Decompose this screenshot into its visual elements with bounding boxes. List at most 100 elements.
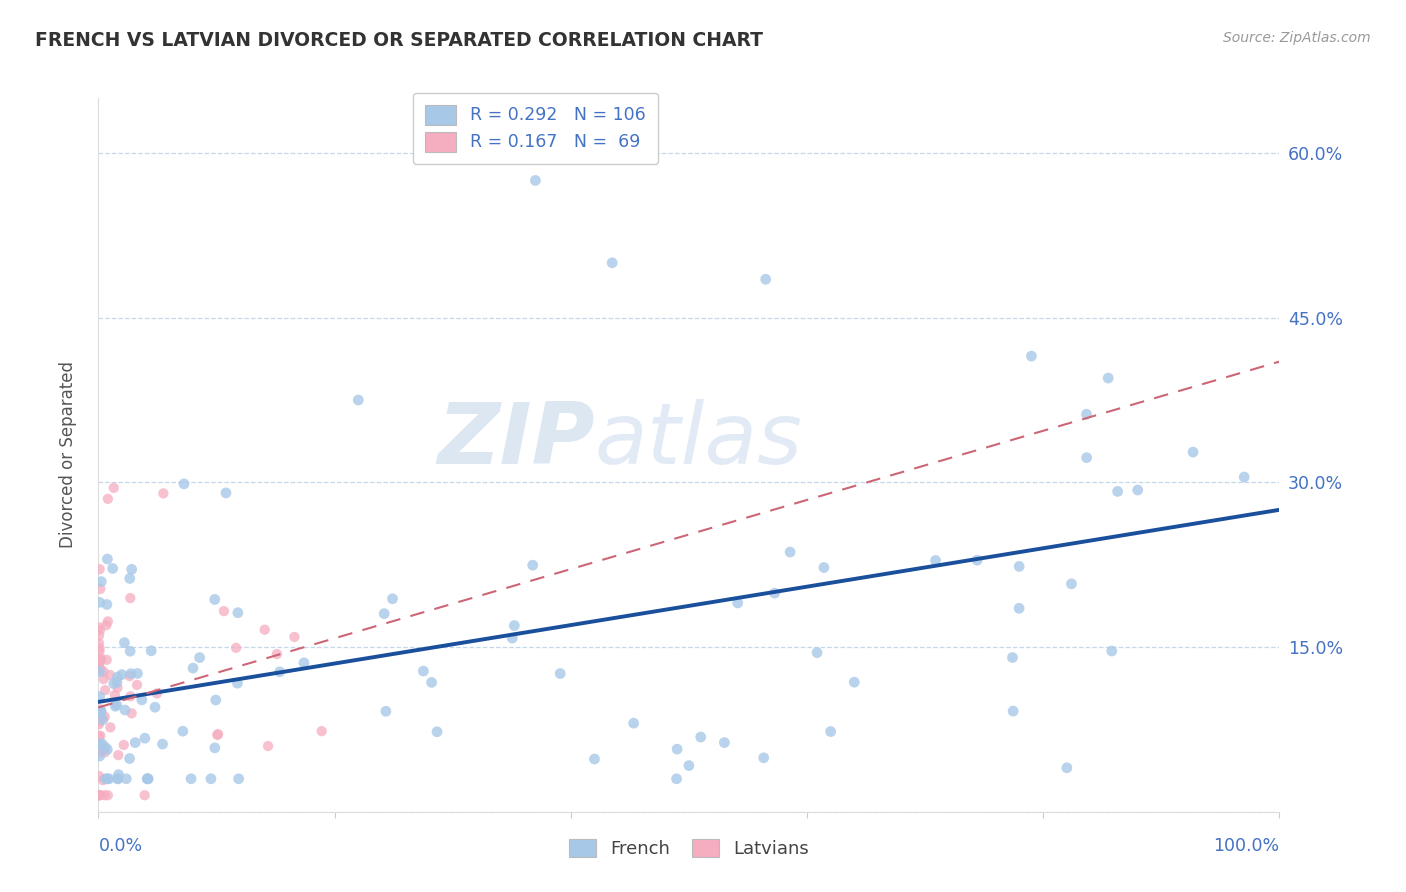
Point <box>1126 483 1149 497</box>
Point <box>347 392 370 407</box>
Point <box>105 698 128 712</box>
Point <box>689 730 711 744</box>
Point <box>87 707 110 722</box>
Point <box>89 702 111 716</box>
Point <box>118 571 141 585</box>
Point <box>207 727 229 741</box>
Point <box>101 561 124 575</box>
Point <box>96 653 118 667</box>
Point <box>548 666 571 681</box>
Point <box>89 729 111 743</box>
Point <box>90 710 112 724</box>
Point <box>94 772 117 786</box>
Point <box>93 672 115 686</box>
Point <box>426 724 449 739</box>
Point <box>96 742 118 756</box>
Point <box>121 706 143 721</box>
Point <box>820 724 842 739</box>
Point <box>105 675 128 690</box>
Text: FRENCH VS LATVIAN DIVORCED OR SEPARATED CORRELATION CHART: FRENCH VS LATVIAN DIVORCED OR SEPARATED … <box>35 31 763 50</box>
Text: ZIP: ZIP <box>437 399 595 483</box>
Point <box>763 586 786 600</box>
Point <box>200 772 222 786</box>
Point <box>118 751 141 765</box>
Point <box>89 655 111 669</box>
Point <box>89 582 111 596</box>
Point <box>96 772 118 786</box>
Point <box>90 704 112 718</box>
Point <box>143 700 166 714</box>
Point <box>257 739 280 753</box>
Text: Source: ZipAtlas.com: Source: ZipAtlas.com <box>1223 31 1371 45</box>
Point <box>141 644 163 658</box>
Point <box>623 716 645 731</box>
Point <box>90 574 112 589</box>
Point <box>94 709 117 723</box>
Point <box>134 731 156 746</box>
Point <box>212 604 235 618</box>
Point <box>181 661 204 675</box>
Point <box>127 666 149 681</box>
Point <box>188 650 211 665</box>
Point <box>292 656 315 670</box>
Point <box>97 615 120 629</box>
Legend: French, Latvians: French, Latvians <box>560 830 818 867</box>
Point <box>1233 470 1256 484</box>
Point <box>87 769 110 783</box>
Point <box>96 552 118 566</box>
Point <box>89 690 111 704</box>
Point <box>89 711 111 725</box>
Point <box>91 773 114 788</box>
Point <box>136 772 159 786</box>
Point <box>311 724 333 739</box>
Point <box>97 491 120 506</box>
Point <box>87 789 110 803</box>
Point <box>104 699 127 714</box>
Point <box>503 618 526 632</box>
Text: atlas: atlas <box>595 399 803 483</box>
Point <box>215 486 238 500</box>
Point <box>89 738 111 752</box>
Point <box>93 665 115 679</box>
Point <box>90 705 112 719</box>
Point <box>103 676 125 690</box>
Y-axis label: Divorced or Separated: Divorced or Separated <box>59 361 77 549</box>
Point <box>713 735 735 749</box>
Point <box>420 675 443 690</box>
Point <box>91 744 114 758</box>
Point <box>87 789 110 803</box>
Point <box>1101 644 1123 658</box>
Point <box>373 607 395 621</box>
Point <box>266 647 288 661</box>
Point <box>374 704 396 718</box>
Point <box>204 740 226 755</box>
Point <box>125 678 148 692</box>
Point <box>924 553 946 567</box>
Point <box>253 623 276 637</box>
Point <box>1008 601 1031 615</box>
Point <box>172 724 194 739</box>
Point <box>89 789 111 803</box>
Point <box>207 728 229 742</box>
Point <box>103 481 125 495</box>
Point <box>120 666 142 681</box>
Point <box>120 644 142 658</box>
Point <box>1001 650 1024 665</box>
Point <box>89 749 111 764</box>
Point <box>89 624 111 638</box>
Point <box>87 629 110 643</box>
Point <box>89 654 111 668</box>
Point <box>180 772 202 786</box>
Point <box>89 665 111 679</box>
Point <box>96 598 118 612</box>
Point <box>89 739 111 753</box>
Point <box>1008 559 1031 574</box>
Point <box>1056 761 1078 775</box>
Point <box>107 767 129 781</box>
Point <box>87 717 110 731</box>
Point <box>228 772 250 786</box>
Point <box>131 693 153 707</box>
Point <box>173 476 195 491</box>
Point <box>87 620 110 634</box>
Point <box>89 788 111 802</box>
